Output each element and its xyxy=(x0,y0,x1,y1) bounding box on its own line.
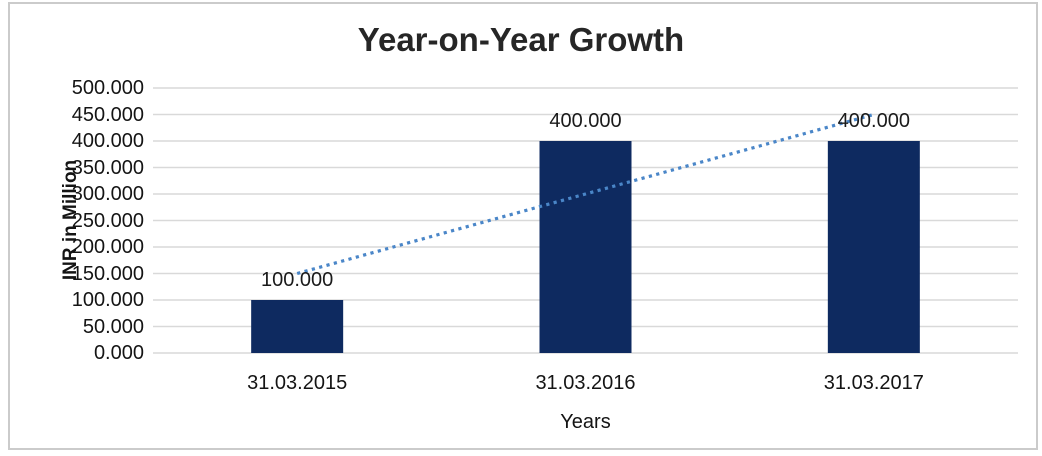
y-tick-label: 400.000 xyxy=(71,130,144,152)
y-tick-label: 300.000 xyxy=(71,183,144,205)
category-label: 31.03.2016 xyxy=(535,372,636,394)
category-label: 31.03.2017 xyxy=(823,372,924,394)
y-tick-label: 100.000 xyxy=(71,289,144,311)
y-tick-label: 250.000 xyxy=(71,209,144,232)
y-tick-label: 500.000 xyxy=(71,77,144,99)
trendline xyxy=(296,112,875,276)
y-tick-label: 50.000 xyxy=(82,315,144,338)
y-tick-label: 150.000 xyxy=(71,262,144,285)
bar xyxy=(251,300,344,353)
y-tick-label: 0.000 xyxy=(93,342,144,364)
y-tick-label: 350.000 xyxy=(71,156,144,179)
data-label: 400.000 xyxy=(549,110,622,132)
bar xyxy=(827,141,920,353)
y-tick-label: 200.000 xyxy=(71,236,144,258)
y-tick-label: 450.000 xyxy=(71,103,144,126)
x-axis-title: Years xyxy=(560,411,611,433)
data-label: 100.000 xyxy=(261,269,334,291)
category-label: 31.03.2015 xyxy=(247,372,348,394)
data-label: 400.000 xyxy=(837,110,910,132)
chart-title: Year-on-Year Growth xyxy=(357,21,685,58)
bar xyxy=(539,141,632,353)
